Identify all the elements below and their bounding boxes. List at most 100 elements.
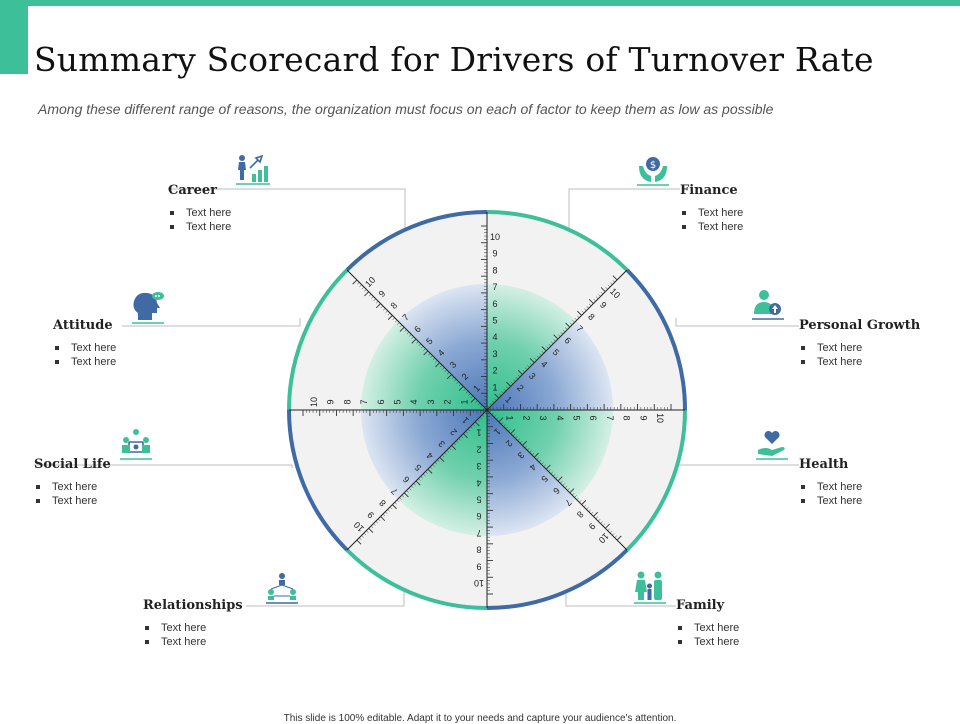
scale-label: 5	[571, 415, 581, 420]
score-wedge	[487, 320, 613, 410]
scale-label: 3	[448, 359, 459, 370]
scale-label: 10	[309, 397, 319, 407]
scale-tick	[583, 504, 587, 508]
scale-tick	[503, 424, 506, 427]
scale-label: 7	[476, 528, 481, 538]
scale-label: 6	[401, 474, 412, 485]
bullet-list: Text here Text here	[168, 206, 328, 234]
scale-tick	[356, 282, 360, 285]
scale-tick	[522, 369, 526, 373]
scale-tick	[435, 362, 441, 368]
scale-tick	[441, 454, 445, 458]
scale-label: 10	[608, 286, 622, 300]
outer-arc	[625, 409, 687, 552]
scale-tick	[356, 539, 362, 545]
scale-tick	[411, 485, 414, 488]
scale-label: 1	[503, 394, 514, 405]
factor-social-life: Social Life Text here Text here	[34, 457, 194, 508]
bullet-item: Text here	[53, 341, 213, 355]
scale-tick	[593, 511, 599, 517]
scale-tick	[576, 497, 580, 501]
bullet-item: Text here	[168, 220, 328, 234]
scale-tick	[371, 296, 374, 299]
scale-tick	[565, 322, 571, 328]
scale-label: 4	[527, 462, 538, 473]
bullet-list: Text here Text here	[143, 621, 303, 649]
scale-tick	[491, 412, 495, 415]
scale-tick	[498, 417, 504, 423]
scale-tick	[588, 303, 592, 307]
scale-tick	[550, 341, 554, 344]
bullet-item: Text here	[799, 480, 959, 494]
scale-tick	[411, 338, 417, 344]
scale-tick	[562, 483, 565, 486]
scale-label: 6	[376, 399, 386, 404]
scale-tick	[468, 393, 471, 396]
bullet-item: Text here	[34, 480, 194, 494]
factor-name: Finance	[680, 183, 738, 198]
scale-tick	[444, 452, 447, 455]
scale-tick	[543, 464, 547, 467]
scale-label: 8	[492, 265, 497, 275]
scale-tick	[539, 353, 542, 356]
top-accent-bar	[0, 0, 960, 6]
scale-tick	[541, 346, 547, 352]
bullet-list: Text here Text here	[680, 206, 840, 234]
scale-tick	[373, 298, 376, 302]
outer-arc	[345, 210, 488, 272]
person-upgrade-icon	[748, 284, 788, 324]
scale-label: 7	[574, 323, 585, 334]
scale-label: 8	[389, 300, 400, 311]
bullet-item: Text here	[799, 341, 959, 355]
scale-tick	[541, 350, 544, 354]
scale-tick	[446, 450, 450, 453]
factor-name: Attitude	[53, 318, 113, 333]
bullet-list: Text here Text here	[53, 341, 213, 369]
scale-tick	[607, 284, 611, 288]
scale-tick	[453, 379, 457, 382]
scale-tick	[406, 490, 409, 493]
scale-label: 9	[476, 561, 481, 571]
scale-label: 8	[377, 498, 388, 509]
scale-tick	[399, 326, 405, 332]
bullet-list: Text here Text here	[676, 621, 836, 649]
scale-label: 3	[426, 399, 436, 404]
scale-tick	[584, 308, 587, 311]
scale-tick	[529, 358, 535, 364]
scale-axis	[346, 269, 488, 411]
factor-name: Health	[799, 457, 849, 472]
scale-axis	[486, 409, 628, 551]
scale-tick	[364, 291, 370, 297]
scale-tick	[352, 279, 358, 285]
scale-tick	[524, 367, 528, 370]
footer-note: This slide is 100% editable. Adapt it to…	[283, 713, 677, 724]
scale-tick	[491, 400, 495, 404]
bullet-item: Text here	[53, 355, 213, 369]
scale-tick	[598, 294, 601, 297]
social-group-icon	[116, 424, 156, 464]
scale-tick	[562, 329, 566, 333]
scale-tick	[586, 507, 589, 510]
scale-tick	[553, 473, 556, 477]
scale-tick	[538, 459, 542, 463]
scale-tick	[472, 424, 476, 427]
scale-tick	[590, 511, 594, 515]
scale-label: 4	[539, 359, 550, 370]
factor-family: Family Text here Text here	[676, 598, 836, 649]
scale-tick	[423, 348, 426, 351]
scale-tick	[408, 487, 412, 491]
scale-tick	[422, 473, 426, 477]
scale-tick	[609, 530, 613, 534]
scale-tick	[458, 438, 461, 441]
page-subtitle: Among these different range of reasons, …	[38, 101, 774, 117]
scale-tick	[557, 476, 563, 482]
scale-label: 6	[588, 415, 598, 420]
scale-tick	[427, 468, 433, 474]
scale-tick	[437, 459, 440, 462]
scale-tick	[470, 426, 473, 429]
career-growth-icon	[232, 148, 272, 188]
scale-tick	[387, 509, 390, 512]
scale-tick	[385, 511, 388, 515]
scale-label: 7	[389, 486, 400, 497]
